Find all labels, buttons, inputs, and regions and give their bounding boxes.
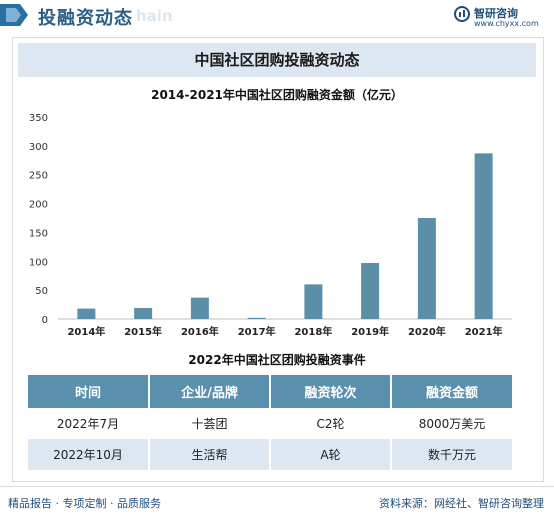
cell-company: 生活帮	[149, 439, 271, 470]
table-row: 2022年7月 十荟团 C2轮 8000万美元	[28, 408, 512, 439]
table-header-row: 时间 企业/品牌 融资轮次 融资金额	[28, 375, 512, 408]
y-tick-label: 100	[29, 257, 48, 268]
x-tick-label: 2015年	[124, 325, 162, 338]
header-company: 企业/品牌	[149, 375, 271, 408]
cell-amount: 数千万元	[391, 439, 512, 470]
cell-time: 2022年7月	[28, 408, 150, 439]
x-tick-label: 2018年	[294, 325, 332, 338]
y-tick-label: 150	[29, 228, 48, 239]
bar-2014年	[77, 308, 96, 319]
cell-round: A轮	[270, 439, 392, 470]
x-tick-label: 2019年	[351, 325, 389, 338]
bar-2021年	[474, 153, 493, 319]
bar-2015年	[134, 308, 153, 319]
bar-2018年	[304, 284, 323, 319]
cell-company: 十荟团	[149, 408, 271, 439]
table-title: 2022年中国社区团购投融资事件	[188, 353, 366, 367]
header-round: 融资轮次	[270, 375, 392, 408]
brand-name: 智研咨询	[474, 7, 518, 20]
page-title: 投融资动态	[38, 8, 133, 29]
brand-logo: 智研咨询 www.chyxx.com	[454, 5, 544, 31]
bar-2017年	[247, 317, 266, 319]
y-tick-label: 50	[35, 286, 48, 297]
header-accent-icon	[0, 4, 28, 26]
banner-title: 中国社区团购投融资动态	[194, 51, 360, 69]
events-table: 时间 企业/品牌 融资轮次 融资金额 2022年7月 十荟团 C2轮 8000万…	[28, 375, 512, 470]
bar-2019年	[361, 263, 380, 319]
table-row: 2022年10月 生活帮 A轮 数千万元	[28, 439, 512, 470]
cell-round: C2轮	[270, 408, 392, 439]
bar-2016年	[190, 297, 209, 319]
page-footer: 精品报告 · 专项定制 · 品质服务 资料来源：网经社、智研咨询整理	[0, 486, 554, 514]
x-tick-label: 2014年	[67, 325, 105, 338]
x-tick-label: 2020年	[408, 325, 446, 338]
footer-slogan: 精品报告 · 专项定制 · 品质服务	[8, 497, 161, 510]
cell-time: 2022年10月	[28, 439, 150, 470]
header-time: 时间	[28, 375, 150, 408]
bar-chart: 0 50 100 150 200 250 300 350 2014年 2015年 2016年 2017…	[29, 113, 512, 338]
x-tick-label: 2016年	[181, 325, 219, 338]
header-amount: 融资金额	[391, 375, 512, 408]
brand-url: www.chyxx.com	[474, 19, 539, 28]
x-tick-label: 2017年	[238, 325, 276, 338]
y-tick-label: 350	[29, 113, 48, 124]
y-tick-label: 250	[29, 171, 48, 182]
chart-title: 2014-2021年中国社区团购融资金额（亿元）	[151, 88, 403, 102]
y-tick-label: 200	[29, 200, 48, 211]
page-header: 投融资动态 hain 智研咨询 www.chyxx.com	[0, 0, 554, 32]
footer-source: 资料来源：网经社、智研咨询整理	[379, 497, 544, 510]
cell-amount: 8000万美元	[391, 408, 512, 439]
y-tick-label: 0	[42, 315, 48, 326]
section-banner: 中国社区团购投融资动态	[18, 43, 536, 77]
x-tick-label: 2021年	[465, 325, 503, 338]
footer-divider	[0, 486, 554, 487]
y-tick-label: 300	[29, 142, 48, 153]
bar-2020年	[417, 218, 436, 319]
brand-icon	[454, 6, 470, 22]
watermark-text: hain	[136, 7, 173, 25]
